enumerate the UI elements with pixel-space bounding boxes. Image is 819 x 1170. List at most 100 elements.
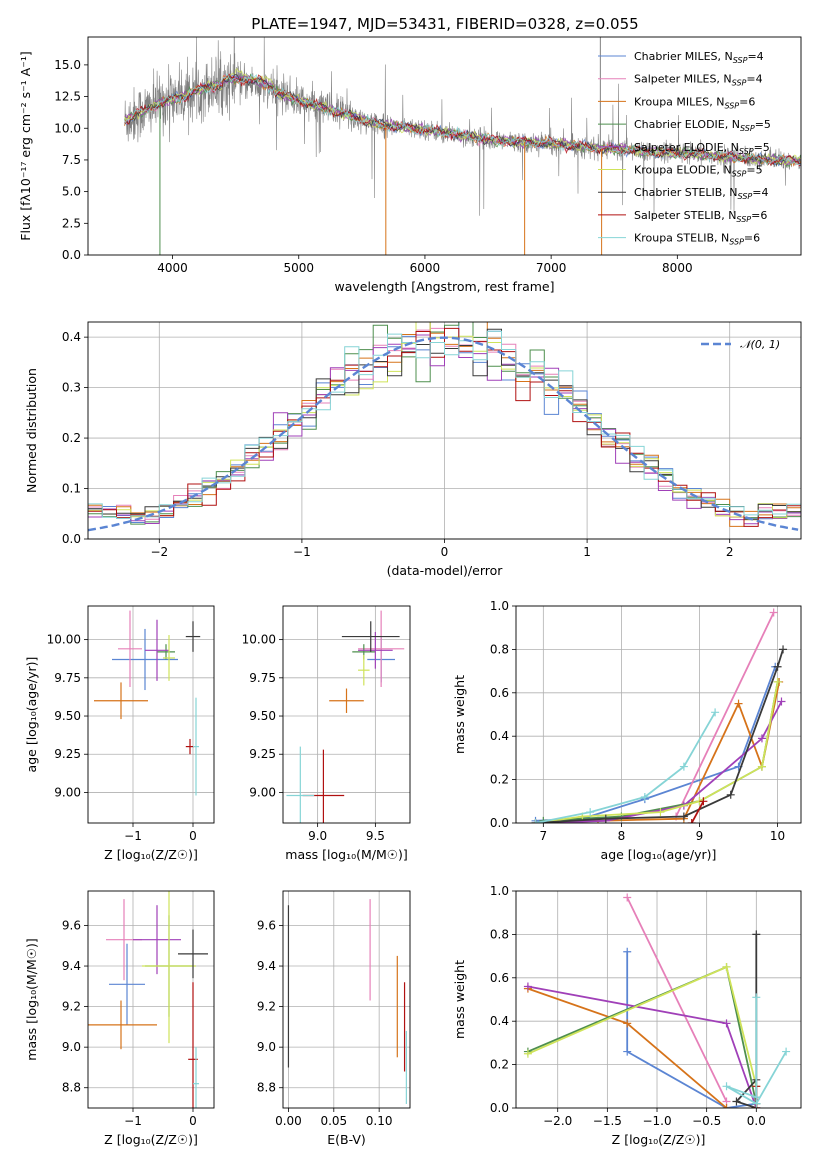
y-axis-label: Normed distribution	[24, 368, 39, 493]
legend-entry-n: =6	[744, 232, 760, 245]
legend-entry: Chabrier MILES, NSSP=4	[634, 50, 764, 65]
y-tick-label: 0.4	[490, 1014, 509, 1028]
y-tick-label: 9.00	[54, 785, 81, 799]
y-tick-label: 0.1	[62, 482, 81, 496]
weight-marker	[752, 930, 761, 939]
x-tick-label: −1	[124, 1114, 142, 1128]
weight-marker	[777, 697, 786, 706]
legend-entry: Kroupa STELIB, NSSP=6	[634, 232, 760, 247]
y-tick-label: 12.5	[54, 90, 81, 104]
y-tick-label: 0.2	[490, 773, 509, 787]
legend-entry-model: Chabrier ELODIE, N	[634, 118, 740, 131]
legend-entry-model: Salpeter STELIB, N	[634, 209, 736, 222]
x-axis-label: (data-model)/error	[387, 563, 504, 578]
x-tick-label: −1.0	[642, 1114, 671, 1128]
weight-line-0	[535, 666, 777, 822]
y-tick-label: 9.6	[257, 918, 276, 932]
panel-spectrum: 4000 5000 6000 7000 8000 0.0 2.5 5.0 7.5 10.0 12.5…	[18, 36, 802, 294]
y-tick-label: 9.2	[62, 1000, 81, 1014]
weight-marker	[734, 699, 743, 708]
weight-marker	[623, 1047, 632, 1056]
x-tick-label: 9.0	[308, 829, 327, 843]
weight-marker	[586, 808, 595, 817]
panel-residuals: −2 −1 0 1 2 0.0 0.1 0.2 0.3 0.4 (data-model)/error…	[24, 321, 802, 578]
y-tick-label: 1.0	[490, 884, 509, 898]
legend-entry-model: Kroupa ELODIE, N	[634, 164, 732, 177]
weight-marker	[752, 993, 761, 1002]
y-tick-label: 9.4	[62, 959, 81, 973]
x-tick-label: 0.0	[747, 1114, 766, 1128]
x-tick-label: −1.5	[593, 1114, 622, 1128]
weight-marker	[679, 762, 688, 771]
y-tick-label: 10.0	[54, 121, 81, 135]
axes-frame	[515, 605, 802, 824]
axes-frame	[282, 605, 411, 824]
weight-marker	[757, 734, 766, 743]
panel-mass-vs-ebv: 0.00 0.05 0.10 8.8 9.0 9.2 9.4 9.6 E(B-V)	[257, 890, 411, 1147]
axes-frame	[515, 890, 802, 1109]
x-tick-label: −1	[293, 545, 311, 559]
weight-marker	[732, 1097, 741, 1106]
weight-line-1	[675, 612, 775, 817]
x-axis-label: E(B-V)	[327, 1132, 366, 1147]
weight-marker	[757, 762, 766, 771]
y-tick-label: 7.5	[62, 153, 81, 167]
weight-line-5	[535, 681, 779, 823]
y-axis-label: mass weight	[452, 960, 467, 1039]
y-tick-label: 9.0	[62, 1040, 81, 1054]
weight-marker	[722, 1082, 731, 1091]
weight-marker	[623, 893, 632, 902]
panel-weight-vs-Z: −2.0 −1.5 −1.0 −0.5 0.0 0.0 0.2 0.4 0.6 0.8 1.0 Z […	[452, 884, 802, 1147]
x-tick-label: 2	[726, 545, 734, 559]
weight-marker	[623, 947, 632, 956]
weight-marker	[722, 962, 731, 971]
x-tick-label: 9.5	[366, 829, 385, 843]
y-tick-label: 9.50	[54, 709, 81, 723]
weight-marker	[656, 808, 665, 817]
weight-line-8	[535, 711, 716, 823]
y-axis-label: mass [log₁₀(M/M☉)]	[24, 938, 39, 1060]
y-tick-label: 0.0	[490, 1101, 509, 1115]
model-spectrum-5	[124, 67, 801, 166]
weight-marker	[523, 982, 532, 991]
legend-entry-n: =5	[746, 164, 762, 177]
panel-age-vs-Z: −1 0 9.00 9.25 9.50 9.75 10.00 Z [log₁₀(Z/Z☉)] a…	[24, 605, 215, 862]
legend-entry-sub: SSP	[739, 147, 754, 156]
y-axis-label: Flux [fλ10⁻¹⁷ erg cm⁻² s⁻¹ A⁻¹]	[18, 51, 33, 240]
legend-entry-model: Salpeter ELODIE, N	[634, 141, 739, 154]
y-tick-label: 8.8	[257, 1081, 276, 1095]
legend-entry-model: Salpeter MILES, N	[634, 73, 732, 86]
legend-entry-n: =4	[747, 50, 763, 63]
y-tick-label: 0.6	[490, 686, 509, 700]
x-axis-label: Z [log₁₀(Z/Z☉)]	[104, 1132, 198, 1147]
weight-marker	[523, 1049, 532, 1058]
plot-area	[286, 610, 405, 823]
y-tick-label: 0.6	[490, 971, 509, 985]
model-spectrum-6	[124, 73, 801, 167]
x-tick-label: 10	[770, 829, 785, 843]
y-tick-label: 9.50	[249, 709, 276, 723]
legend-entry-n: =5	[754, 141, 770, 154]
weight-marker	[699, 797, 708, 806]
x-tick-label: −0.5	[692, 1114, 721, 1128]
y-tick-label: 5.0	[62, 185, 81, 199]
axes-frame	[87, 605, 215, 824]
legend-entry-model: Kroupa STELIB, N	[634, 232, 729, 245]
weight-marker	[752, 1099, 761, 1108]
x-tick-label: 4000	[157, 261, 188, 275]
y-tick-label: 9.75	[54, 671, 81, 685]
legend-entry: Kroupa ELODIE, NSSP=5	[634, 164, 763, 179]
x-tick-label: 0.10	[366, 1114, 393, 1128]
legend-entry-sub: SSP	[738, 192, 753, 201]
legend-entry-n: =6	[739, 95, 755, 108]
legend-entry-sub: SSP	[733, 56, 748, 65]
y-tick-label: 9.2	[257, 1000, 276, 1014]
legend-entry-n: =4	[746, 73, 762, 86]
weight-marker	[773, 677, 782, 686]
axes-frame	[87, 321, 802, 540]
model-spectrum-7	[124, 73, 801, 167]
legend-entry: Kroupa MILES, NSSP=6	[634, 95, 755, 110]
weight-marker	[773, 662, 782, 671]
legend-entry-model: Kroupa MILES, N	[634, 95, 724, 108]
